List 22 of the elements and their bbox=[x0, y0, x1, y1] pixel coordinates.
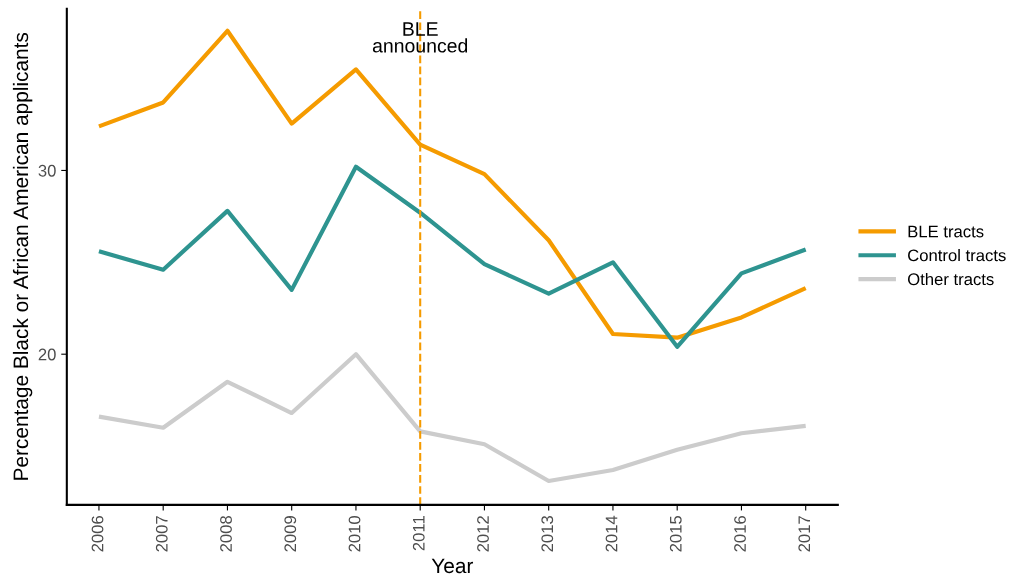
x-tick-label: 2008 bbox=[220, 516, 232, 552]
y-axis-title: Percentage Black or African American applicants bbox=[12, 32, 33, 480]
line-series bbox=[96, 164, 808, 349]
legend-label: Other tracts bbox=[907, 272, 994, 286]
x-tick-label: 2009 bbox=[284, 516, 297, 552]
ref-line-label: BLE announced bbox=[372, 22, 468, 53]
x-tick-label: 2014 bbox=[605, 515, 618, 552]
x-tick-label: 2012 bbox=[477, 516, 489, 552]
x-tick-label: 2011 bbox=[412, 516, 425, 551]
y-tick-label: 30 bbox=[38, 164, 56, 177]
x-axis-title: Year bbox=[431, 558, 474, 574]
x-tick-label: 2013 bbox=[541, 516, 554, 552]
x-tick-label: 2010 bbox=[348, 515, 361, 552]
x-tick-label: 2016 bbox=[734, 516, 746, 552]
x-tick-label: 2017 bbox=[798, 516, 811, 552]
x-tick-label: 2006 bbox=[91, 516, 104, 552]
legend-label: Control tracts bbox=[908, 249, 1006, 262]
line-series bbox=[96, 352, 808, 484]
x-tick-label: 2007 bbox=[155, 516, 168, 552]
y-tick-label: 20 bbox=[38, 348, 56, 361]
x-tick-label: 2015 bbox=[669, 515, 682, 552]
legend-label: BLE tracts bbox=[908, 225, 984, 238]
